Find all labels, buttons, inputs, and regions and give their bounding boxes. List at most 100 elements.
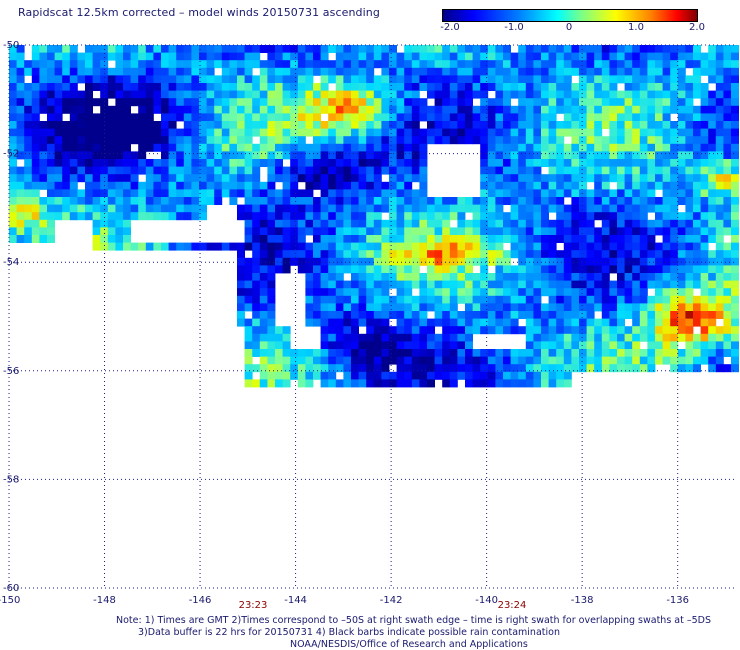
wind-cell <box>419 67 428 76</box>
wind-cell <box>290 189 299 198</box>
wind-cell <box>221 189 230 198</box>
wind-cell <box>579 303 587 312</box>
wind-cell <box>693 333 701 342</box>
wind-cell <box>723 341 732 350</box>
wind-cell <box>465 83 473 91</box>
wind-cell <box>191 90 200 99</box>
wind-cell <box>434 295 443 304</box>
wind-cell <box>693 75 701 84</box>
wind-cell <box>206 52 215 61</box>
wind-cell <box>191 174 200 183</box>
wind-cell <box>518 128 527 137</box>
wind-cell <box>373 364 382 373</box>
wind-cell <box>503 349 511 357</box>
wind-cell <box>571 311 580 319</box>
wind-cell <box>305 75 314 84</box>
wind-cell <box>518 349 527 357</box>
wind-cell <box>480 227 489 236</box>
wind-cell <box>54 75 63 84</box>
wind-cell <box>601 83 610 91</box>
wind-cell <box>92 143 101 152</box>
wind-cell <box>525 219 534 228</box>
wind-cell <box>419 311 428 319</box>
wind-cell <box>563 311 572 319</box>
wind-cell <box>617 113 625 122</box>
wind-cell <box>472 250 481 259</box>
wind-cell <box>259 280 268 289</box>
wind-cell <box>594 113 603 122</box>
wind-cell <box>601 349 610 357</box>
wind-cell <box>503 105 511 114</box>
wind-cell <box>335 189 344 198</box>
wind-cell <box>685 318 694 327</box>
wind-cell <box>731 174 739 183</box>
wind-cell <box>373 52 382 61</box>
wind-cell <box>77 204 86 213</box>
wind-cell <box>237 303 245 312</box>
wind-cell <box>715 75 724 84</box>
wind-cell <box>563 151 572 160</box>
wind-cell <box>69 52 78 61</box>
wind-cell <box>487 212 496 221</box>
wind-cell <box>92 136 101 145</box>
wind-cell <box>487 189 496 198</box>
wind-cell <box>662 280 671 289</box>
wind-cell <box>358 303 367 312</box>
wind-cell <box>677 181 686 190</box>
wind-cell <box>563 105 572 114</box>
wind-cell <box>419 364 428 373</box>
wind-cell <box>275 341 283 350</box>
wind-cell <box>670 45 679 53</box>
wind-cell <box>510 250 519 259</box>
wind-cell <box>31 75 40 84</box>
wind-cell <box>199 128 207 137</box>
wind-cell <box>518 212 527 221</box>
wind-cell <box>191 181 200 190</box>
wind-cell <box>662 219 671 228</box>
wind-cell <box>206 45 215 53</box>
wind-cell <box>404 204 413 213</box>
wind-cell <box>579 166 587 175</box>
wind-cell <box>419 83 428 91</box>
wind-cell <box>183 159 192 167</box>
wind-cell <box>313 273 321 281</box>
wind-cell <box>503 75 511 84</box>
wind-cell <box>358 295 367 304</box>
wind-cell <box>723 333 732 342</box>
time-label: 23:24 <box>497 600 527 611</box>
wind-cell <box>723 257 732 266</box>
wind-cell <box>199 166 207 175</box>
wind-cell <box>351 166 359 175</box>
wind-cell <box>487 242 496 251</box>
wind-cell <box>389 371 397 380</box>
wind-cell <box>396 235 405 243</box>
wind-cell <box>449 356 458 365</box>
wind-cell <box>381 227 390 236</box>
wind-cell <box>723 60 732 69</box>
wind-cell <box>708 250 717 259</box>
wind-cell <box>693 45 701 53</box>
wind-cell <box>533 318 542 327</box>
wind-cell <box>419 242 428 251</box>
wind-cell <box>609 333 618 342</box>
wind-cell <box>579 250 587 259</box>
wind-cell <box>579 265 587 274</box>
wind-cell <box>411 75 420 84</box>
wind-cell <box>487 235 496 243</box>
wind-cell <box>465 273 473 281</box>
wind-cell <box>601 227 610 236</box>
wind-cell <box>571 242 580 251</box>
wind-cell <box>9 60 17 69</box>
wind-cell <box>556 189 565 198</box>
wind-cell <box>107 45 116 53</box>
wind-cell <box>510 121 519 129</box>
wind-cell <box>624 151 633 160</box>
wind-cell <box>275 67 283 76</box>
wind-cell <box>480 45 489 53</box>
wind-cell <box>677 250 686 259</box>
wind-cell <box>541 143 549 152</box>
wind-cell <box>153 181 162 190</box>
lon-tick-label: -136 <box>666 595 689 606</box>
wind-cell <box>358 174 367 183</box>
wind-cell <box>510 227 519 236</box>
